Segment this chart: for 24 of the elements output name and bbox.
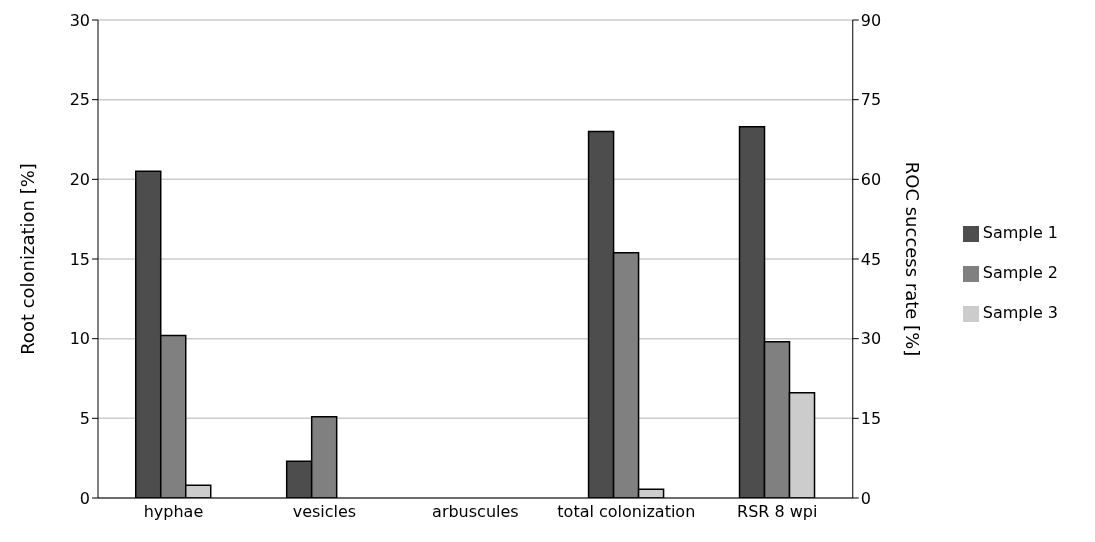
- y2-tick-label: 0: [860, 488, 871, 508]
- y2-tick-label: 45: [860, 249, 882, 269]
- y2-tick-label: 15: [860, 409, 882, 429]
- y-tick-label: 30: [69, 10, 90, 30]
- x-tick-label: RSR 8 wpi: [737, 502, 818, 522]
- legend-label: Sample 3: [982, 303, 1058, 322]
- x-tick-label: total colonization: [557, 502, 696, 522]
- y-tick-label: 0: [79, 488, 90, 508]
- y2-tick-label: 30: [860, 329, 882, 349]
- legend-label: Sample 1: [982, 223, 1058, 242]
- y2-tick-label: 60: [860, 170, 882, 190]
- y-tick-label: 20: [69, 170, 90, 190]
- x-tick-label: vesicles: [292, 502, 357, 522]
- y2-axis-title: ROC success rate [%]: [902, 161, 924, 357]
- y2-tick-label: 90: [860, 10, 882, 30]
- legend-label: Sample 2: [982, 263, 1058, 282]
- x-tick-label: arbuscules: [432, 502, 519, 522]
- y-tick-label: 25: [69, 90, 90, 110]
- y-axis-title: Root colonization [%]: [17, 163, 39, 355]
- y2-tick-label: 75: [860, 90, 882, 110]
- y-tick-label: 5: [79, 409, 90, 429]
- x-tick-label: hyphae: [143, 502, 204, 522]
- y-tick-label: 15: [69, 249, 90, 269]
- y-tick-label: 10: [69, 329, 90, 349]
